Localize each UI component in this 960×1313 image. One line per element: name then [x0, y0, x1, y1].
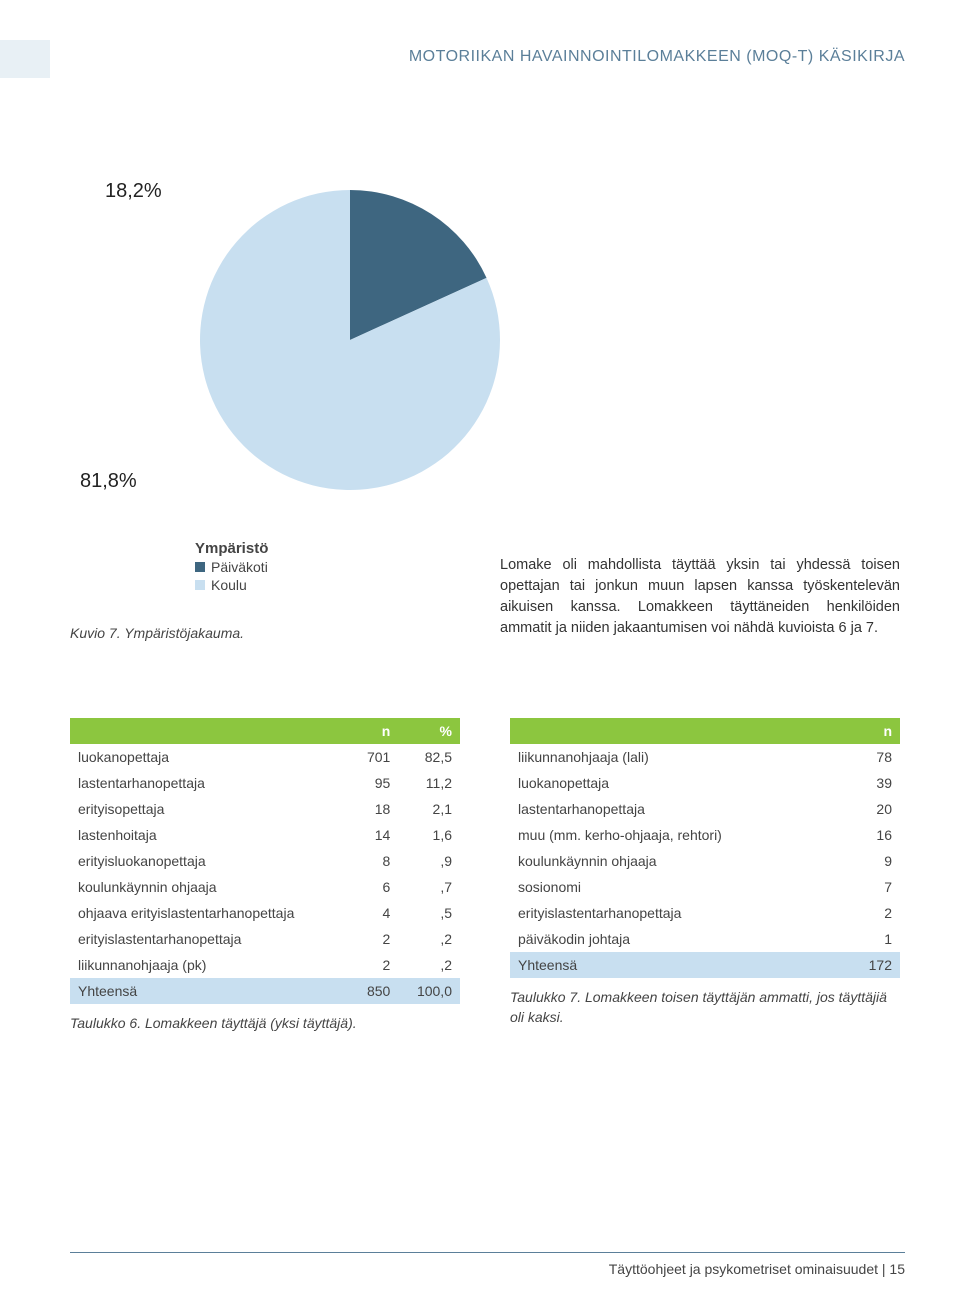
table-row: sosionomi7	[510, 874, 900, 900]
table-row: luokanopettaja39	[510, 770, 900, 796]
page-header-title: MOTORIIKAN HAVAINNOINTILOMAKKEEN (MOQ-T)…	[0, 48, 905, 66]
legend-title: Ympäristö	[195, 540, 268, 557]
table-row: päiväkodin johtaja1	[510, 926, 900, 952]
footer-text: Täyttöohjeet ja psykometriset ominaisuud…	[609, 1261, 905, 1277]
legend-label-1: Koulu	[211, 577, 247, 593]
table6-caption: Taulukko 6. Lomakkeen täyttäjä (yksi täy…	[70, 1014, 460, 1034]
table-row: muu (mm. kerho-ohjaaja, rehtori)16	[510, 822, 900, 848]
table-total-row: Yhteensä850100,0	[70, 978, 460, 1004]
table-row: lastentarhanopettaja20	[510, 796, 900, 822]
pie-pct-2: 81,8%	[80, 470, 137, 492]
tables-container: n%luokanopettaja70182,5lastentarhanopett…	[70, 718, 900, 1034]
table-row: erityislastentarhanopettaja2,2	[70, 926, 460, 952]
legend-label-0: Päiväkoti	[211, 559, 268, 575]
table-row: liikunnanohjaaja (pk)2,2	[70, 952, 460, 978]
legend-item-0: Päiväkoti	[195, 559, 268, 575]
table-row: koulunkäynnin ohjaaja9	[510, 848, 900, 874]
page-number: 15	[889, 1261, 905, 1277]
table-6: n%luokanopettaja70182,5lastentarhanopett…	[70, 718, 460, 1034]
pie-slice-label-2: 81,8%	[80, 470, 137, 493]
footer-label: Täyttöohjeet ja psykometriset ominaisuud…	[609, 1261, 878, 1277]
figure-caption: Kuvio 7. Ympäristöjakauma.	[70, 625, 244, 641]
pie-slice-label-1: 18,2%	[105, 180, 162, 203]
legend-swatch-1	[195, 580, 205, 590]
table-row: koulunkäynnin ohjaaja6,7	[70, 874, 460, 900]
pie-chart	[180, 170, 520, 510]
body-paragraph: Lomake oli mahdollista täyttää yksin tai…	[500, 555, 900, 639]
table7-caption: Taulukko 7. Lomakkeen toisen täyttäjän a…	[510, 988, 900, 1027]
table-row: lastenhoitaja141,6	[70, 822, 460, 848]
table-row: erityisluokanopettaja8,9	[70, 848, 460, 874]
legend-item-1: Koulu	[195, 577, 268, 593]
table-7: nliikunnanohjaaja (lali)78luokanopettaja…	[510, 718, 900, 1034]
legend-swatch-0	[195, 562, 205, 572]
table-row: liikunnanohjaaja (lali)78	[510, 744, 900, 770]
pie-pct-1: 18,2%	[105, 180, 162, 202]
pie-legend: Ympäristö Päiväkoti Koulu	[195, 540, 268, 593]
table-total-row: Yhteensä172	[510, 952, 900, 978]
table-row: ohjaava erityislastentarhanopettaja4,5	[70, 900, 460, 926]
table-row: erityisopettaja182,1	[70, 796, 460, 822]
footer-rule	[70, 1252, 905, 1253]
table-row: erityislastentarhanopettaja2	[510, 900, 900, 926]
table-row: luokanopettaja70182,5	[70, 744, 460, 770]
table-row: lastentarhanopettaja9511,2	[70, 770, 460, 796]
